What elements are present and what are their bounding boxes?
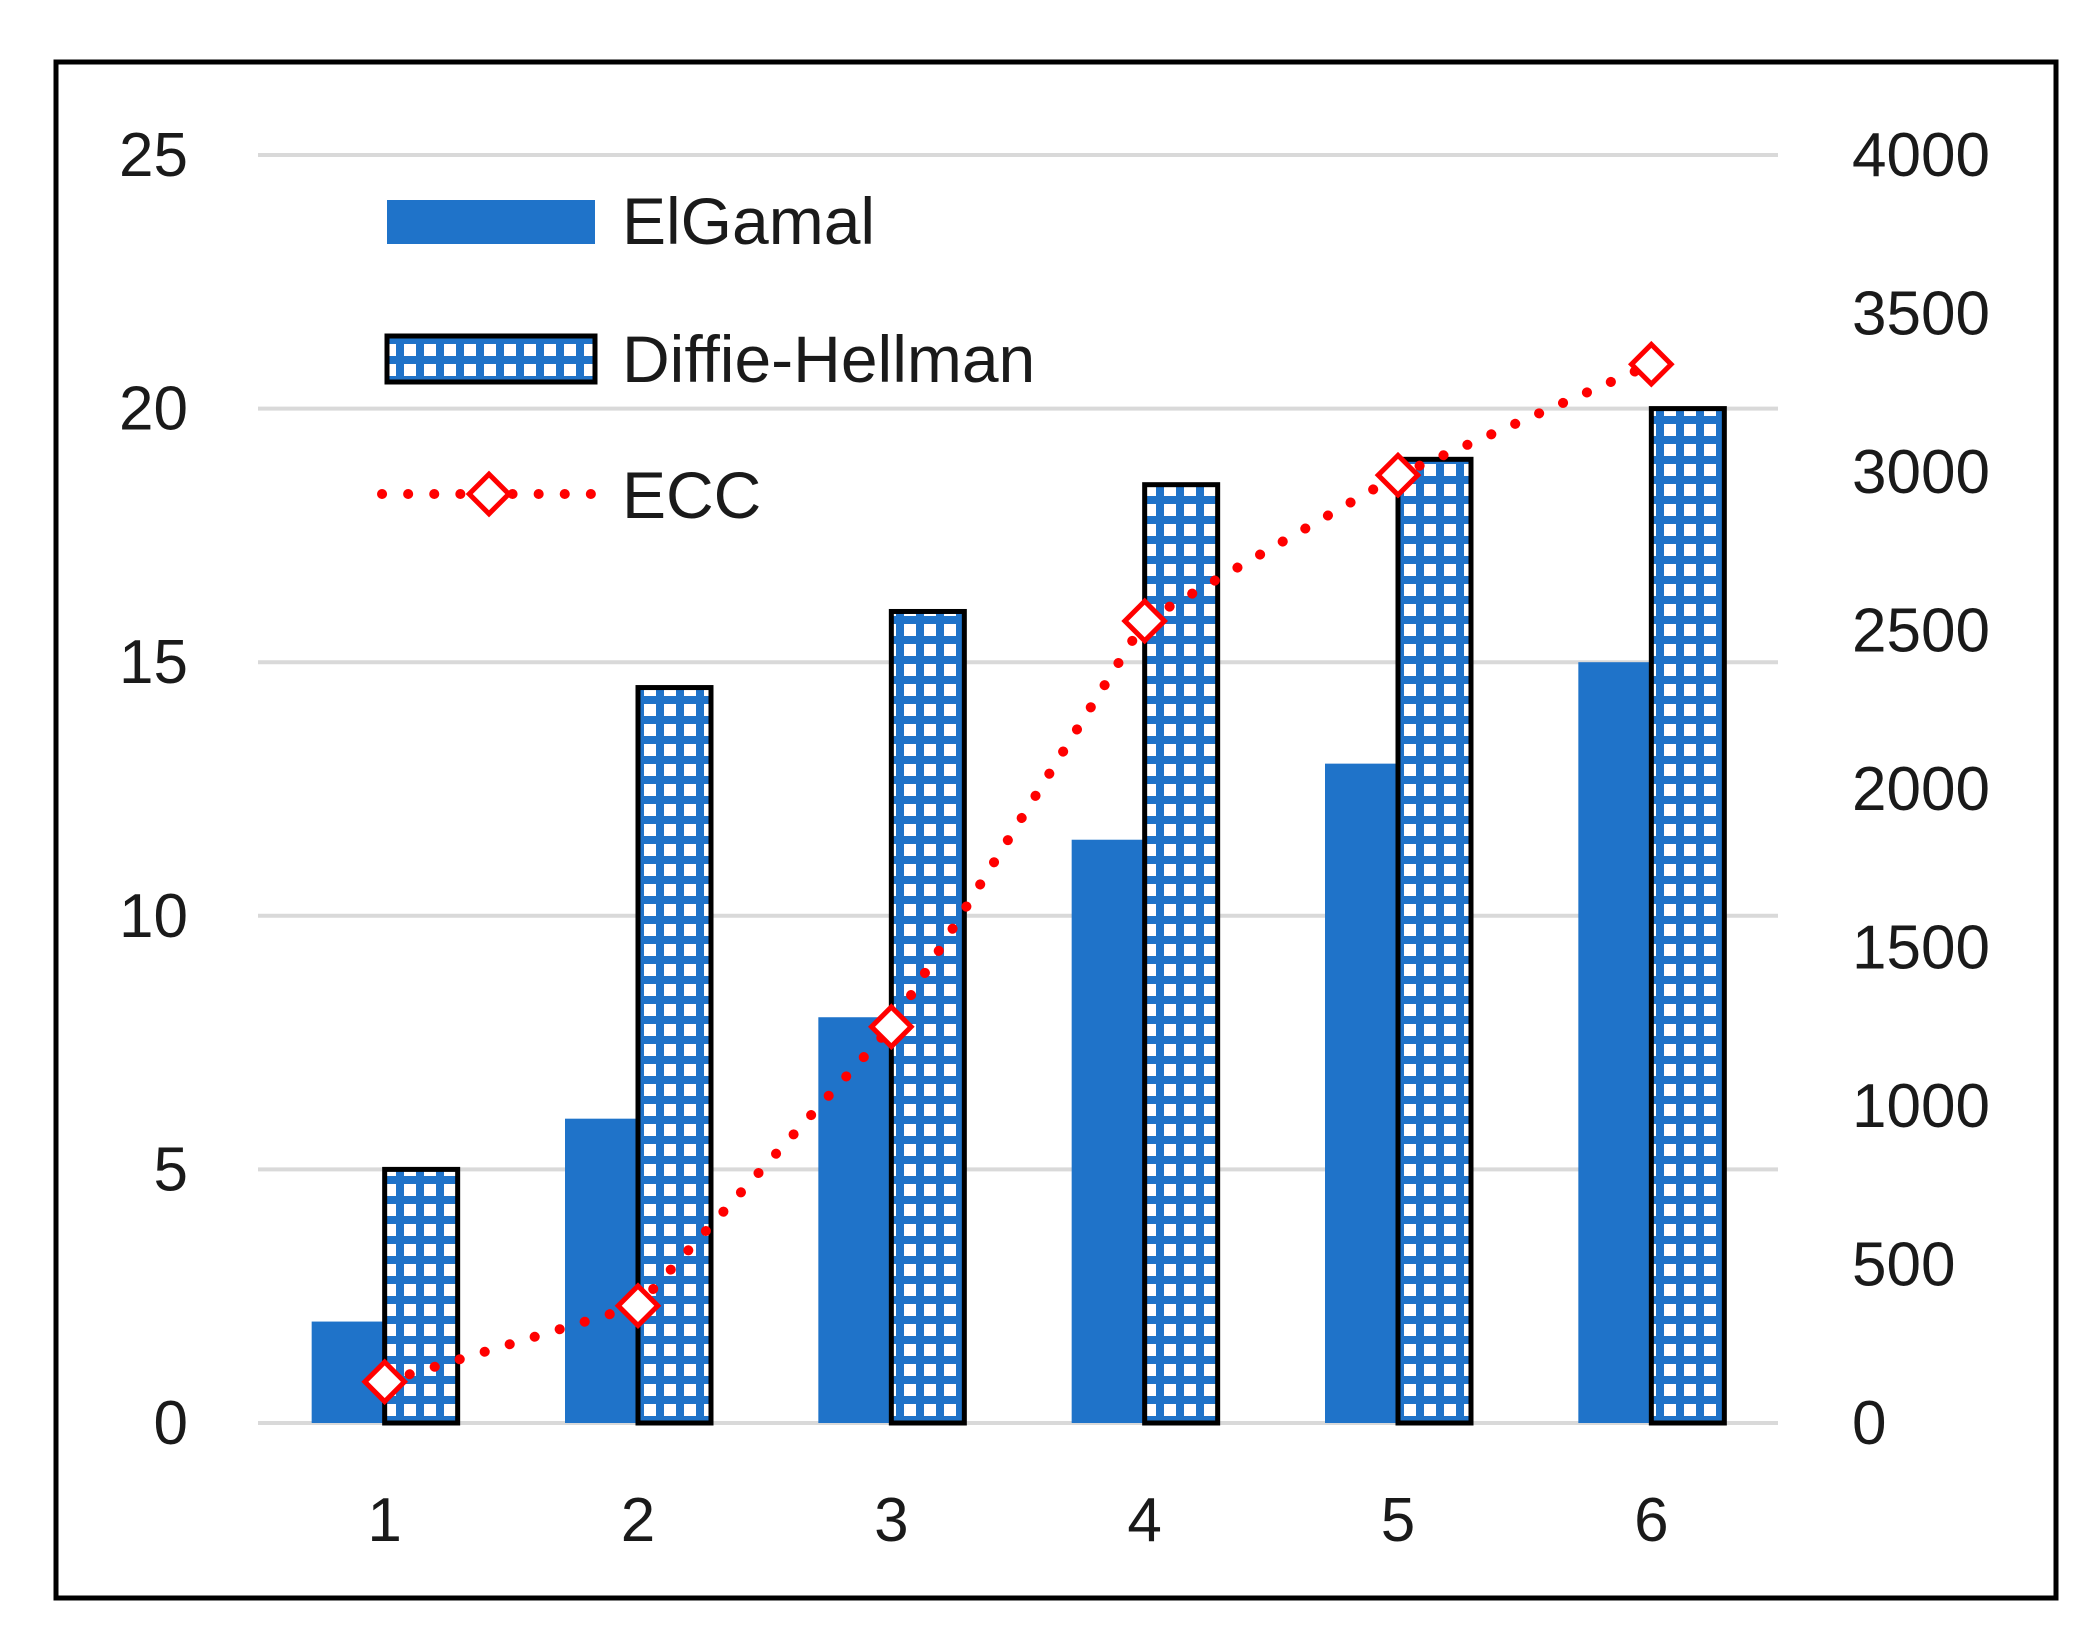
- y-tick-left-3: 15: [119, 628, 188, 697]
- ecc-point-1: [361, 1358, 409, 1406]
- x-tick-2: 3: [874, 1486, 908, 1555]
- y-tick-right-6: 3000: [1852, 438, 1990, 507]
- x-tick-4: 5: [1381, 1486, 1415, 1555]
- bar-diffie-hellman-6: [1648, 406, 1727, 1426]
- x-tick-5: 6: [1634, 1486, 1668, 1555]
- legend-label-diffie-hellman: Diffie-Hellman: [622, 322, 1035, 396]
- x-tick-0: 1: [367, 1486, 401, 1555]
- bar-elgamal-4: [1071, 839, 1145, 1423]
- y-tick-right-2: 1000: [1852, 1072, 1990, 1141]
- y-tick-right-8: 4000: [1852, 121, 1990, 190]
- ecc-line: [379, 359, 1657, 1387]
- ecc-point-4: [1121, 597, 1169, 645]
- legend-swatch-elgamal: [387, 200, 595, 244]
- ecc-point-6: [1627, 340, 1675, 388]
- y-tick-right-4: 2000: [1852, 755, 1990, 824]
- bar-diffie-hellman-5: [1395, 456, 1474, 1426]
- legend-swatch-diffie-hellman: [384, 333, 598, 385]
- y-tick-right-3: 1500: [1852, 914, 1990, 983]
- ecc-point-5: [1374, 451, 1422, 499]
- bar-elgamal-3: [818, 1017, 892, 1423]
- ecc-point-3: [867, 1003, 915, 1051]
- x-tick-3: 4: [1127, 1486, 1161, 1555]
- y-tick-right-7: 3500: [1852, 280, 1990, 349]
- x-axis: 1 2 3 4 5 6: [367, 1486, 1668, 1555]
- y-tick-left-5: 25: [119, 121, 188, 190]
- bar-elgamal-5: [1325, 763, 1398, 1423]
- legend-label-ecc: ECC: [622, 458, 761, 532]
- y-tick-right-0: 0: [1852, 1389, 1886, 1458]
- gridlines: [258, 153, 1778, 1425]
- ecc-markers: [361, 340, 1675, 1406]
- ecc-point-2: [614, 1282, 662, 1330]
- y-axis-left: 0 5 10 15 20 25: [119, 121, 188, 1458]
- y-tick-right-1: 500: [1852, 1231, 1955, 1300]
- y-tick-left-2: 10: [119, 882, 188, 951]
- y-tick-left-4: 20: [119, 375, 188, 444]
- bar-diffie-hellman-1: [382, 1166, 461, 1426]
- x-tick-1: 2: [621, 1486, 655, 1555]
- ecc-series-line: [379, 359, 1657, 1387]
- legend-label-elgamal: ElGamal: [622, 184, 875, 258]
- y-tick-left-1: 5: [154, 1135, 188, 1204]
- bar-diffie-hellman-4: [1142, 482, 1221, 1426]
- bar-elgamal-6: [1578, 662, 1652, 1423]
- y-axis-right: 0 500 1000 1500 2000 2500 3000 3500 4000: [1852, 121, 1990, 1458]
- y-tick-left-0: 0: [154, 1389, 188, 1458]
- bars: [311, 406, 1727, 1426]
- legend-marker-ecc: [465, 470, 513, 518]
- legend: ElGamal Diffie-Hellman ECC: [377, 184, 1035, 532]
- bar-elgamal-2: [565, 1118, 638, 1423]
- y-tick-right-5: 2500: [1852, 597, 1990, 666]
